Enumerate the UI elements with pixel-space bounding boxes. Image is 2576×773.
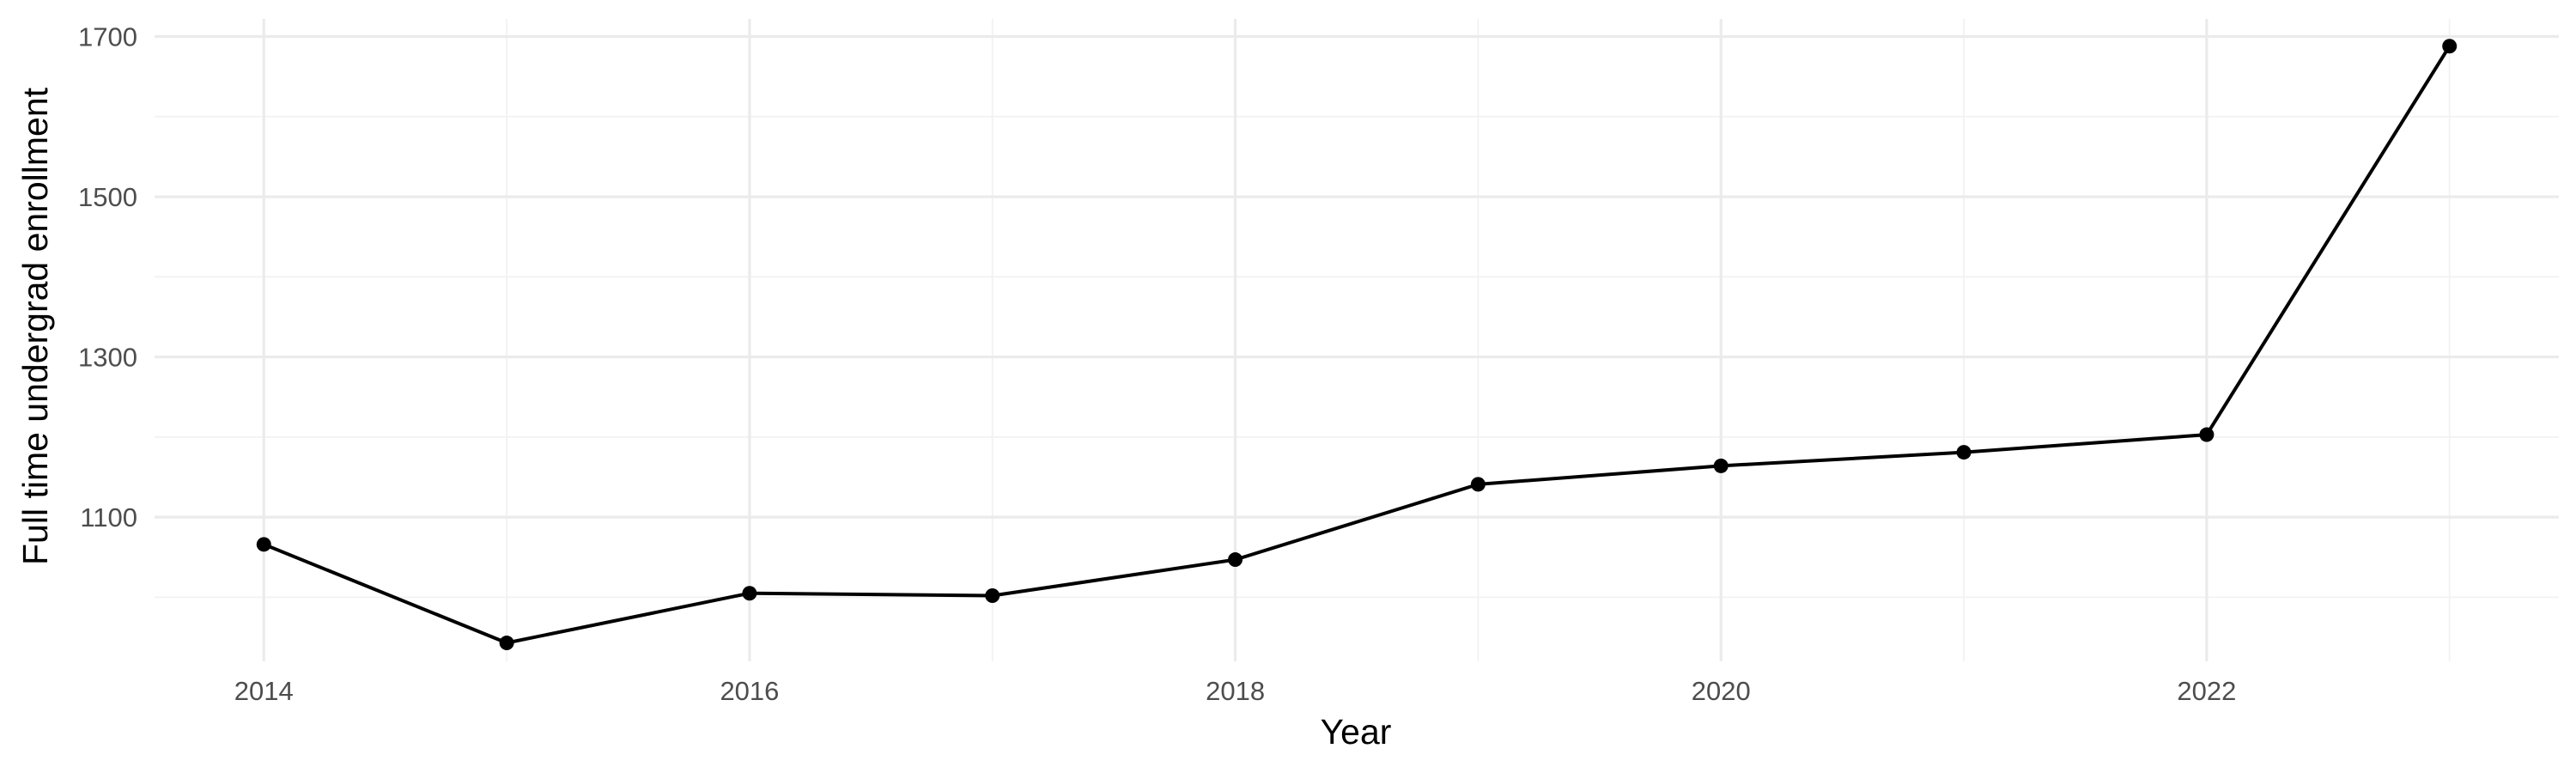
- data-point: [1470, 477, 1485, 492]
- y-tick-label: 1500: [78, 182, 137, 212]
- series-group: [256, 39, 2458, 651]
- x-tick-label: 2020: [1692, 676, 1751, 706]
- y-axis-tick-labels: 1100 1300 1500 1700: [78, 22, 137, 533]
- data-point: [499, 636, 514, 651]
- major-gridlines: [155, 19, 2559, 661]
- data-point: [1713, 458, 1728, 473]
- x-axis-title: Year: [1321, 712, 1392, 752]
- x-tick-label: 2016: [720, 676, 779, 706]
- data-point: [2442, 39, 2458, 54]
- y-tick-label: 1100: [80, 502, 137, 533]
- data-point: [1956, 445, 1971, 460]
- x-tick-label: 2014: [234, 676, 294, 706]
- data-point: [1228, 552, 1243, 568]
- minor-gridlines: [155, 19, 2559, 661]
- x-axis-tick-labels: 2014 2016 2018 2020 2022: [234, 676, 2237, 706]
- series-line: [263, 45, 2451, 645]
- y-tick-label: 1700: [78, 22, 137, 52]
- data-point: [256, 537, 271, 552]
- data-point: [742, 586, 757, 601]
- y-tick-label: 1300: [78, 343, 137, 373]
- x-tick-label: 2022: [2177, 676, 2236, 706]
- data-point: [985, 588, 1000, 604]
- y-axis-title: Full time undergrad enrollment: [15, 87, 55, 565]
- data-point: [2199, 427, 2215, 442]
- x-tick-label: 2018: [1206, 676, 1265, 706]
